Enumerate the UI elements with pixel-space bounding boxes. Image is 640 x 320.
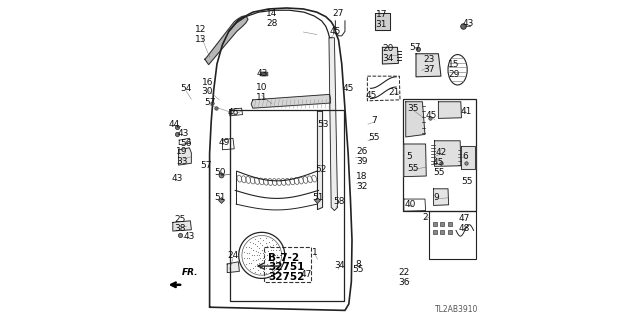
Text: 55: 55 (408, 164, 419, 173)
Text: 45: 45 (426, 111, 437, 120)
Text: 16
30: 16 30 (202, 78, 213, 96)
Polygon shape (251, 94, 331, 108)
Text: 57: 57 (201, 161, 212, 170)
Text: 19
33: 19 33 (176, 148, 188, 166)
Text: 57: 57 (204, 98, 215, 107)
Polygon shape (434, 189, 449, 205)
Bar (403, 99, 476, 211)
Text: 57: 57 (410, 43, 421, 52)
Text: 43: 43 (183, 232, 195, 241)
Polygon shape (404, 144, 426, 177)
Text: 17
31: 17 31 (376, 11, 387, 29)
Text: 47: 47 (301, 270, 312, 279)
Text: 45: 45 (342, 84, 354, 93)
Text: 45: 45 (365, 91, 377, 100)
Text: 46: 46 (227, 108, 239, 117)
Polygon shape (375, 13, 390, 30)
Text: 49: 49 (218, 138, 230, 147)
Text: 21: 21 (388, 88, 399, 97)
Polygon shape (383, 47, 398, 64)
Text: 2: 2 (422, 213, 428, 222)
Text: 52: 52 (316, 165, 327, 174)
Text: B-7-2: B-7-2 (269, 253, 300, 263)
Text: 43: 43 (178, 129, 189, 138)
Polygon shape (317, 111, 323, 210)
Text: 42: 42 (435, 148, 447, 157)
Text: 27: 27 (332, 9, 343, 18)
Bar (264, 247, 312, 282)
Polygon shape (329, 38, 338, 211)
Text: 4: 4 (339, 261, 344, 270)
Text: 54: 54 (180, 84, 192, 93)
Polygon shape (416, 54, 441, 77)
Polygon shape (205, 16, 248, 65)
Text: 41: 41 (461, 107, 472, 116)
Text: 53: 53 (317, 120, 328, 129)
Text: FR.: FR. (182, 268, 198, 277)
Polygon shape (173, 221, 191, 231)
Text: 10
11: 10 11 (256, 84, 268, 102)
Text: 55: 55 (352, 265, 364, 274)
Text: 9: 9 (433, 193, 438, 202)
Text: 50: 50 (214, 168, 226, 177)
Text: 51: 51 (214, 193, 226, 202)
Text: 55: 55 (433, 168, 445, 177)
Polygon shape (227, 262, 239, 273)
Text: 45: 45 (432, 158, 444, 167)
Text: 47
48: 47 48 (459, 214, 470, 233)
Text: TL2AB3910: TL2AB3910 (435, 305, 479, 314)
Polygon shape (406, 102, 425, 137)
Text: 45: 45 (330, 27, 341, 36)
Text: 43: 43 (257, 69, 268, 78)
Text: 20
34: 20 34 (382, 44, 394, 63)
Text: 25
38: 25 38 (174, 215, 186, 233)
Text: 44: 44 (168, 120, 180, 129)
Text: 18
32: 18 32 (356, 172, 367, 191)
Text: 43: 43 (463, 19, 474, 28)
Polygon shape (435, 141, 461, 166)
Text: 55: 55 (368, 133, 380, 142)
Polygon shape (461, 146, 475, 169)
Text: 1: 1 (312, 248, 317, 257)
Text: 43: 43 (172, 174, 183, 183)
Text: 32752: 32752 (269, 272, 305, 282)
Text: 15
29: 15 29 (448, 60, 460, 79)
Text: 35: 35 (408, 104, 419, 113)
Text: 24: 24 (227, 251, 239, 260)
Text: 23
37: 23 37 (424, 55, 435, 74)
Text: 51: 51 (312, 193, 323, 202)
Text: 5: 5 (406, 152, 412, 161)
Text: 40: 40 (404, 200, 416, 209)
Text: 12
13: 12 13 (195, 25, 207, 44)
Text: 14
28: 14 28 (266, 9, 278, 28)
Text: 26
39: 26 39 (356, 147, 367, 165)
Text: 3: 3 (334, 261, 340, 270)
Bar (429, 211, 476, 259)
Polygon shape (438, 102, 461, 118)
Text: 56: 56 (180, 139, 192, 148)
Text: 8: 8 (355, 260, 360, 269)
Text: 55: 55 (461, 177, 472, 186)
Text: 32751: 32751 (269, 262, 305, 272)
Text: 22
36: 22 36 (398, 268, 410, 287)
Text: 7: 7 (371, 116, 376, 125)
Text: 6: 6 (463, 152, 468, 161)
Polygon shape (179, 148, 191, 165)
Text: 58: 58 (333, 197, 344, 206)
